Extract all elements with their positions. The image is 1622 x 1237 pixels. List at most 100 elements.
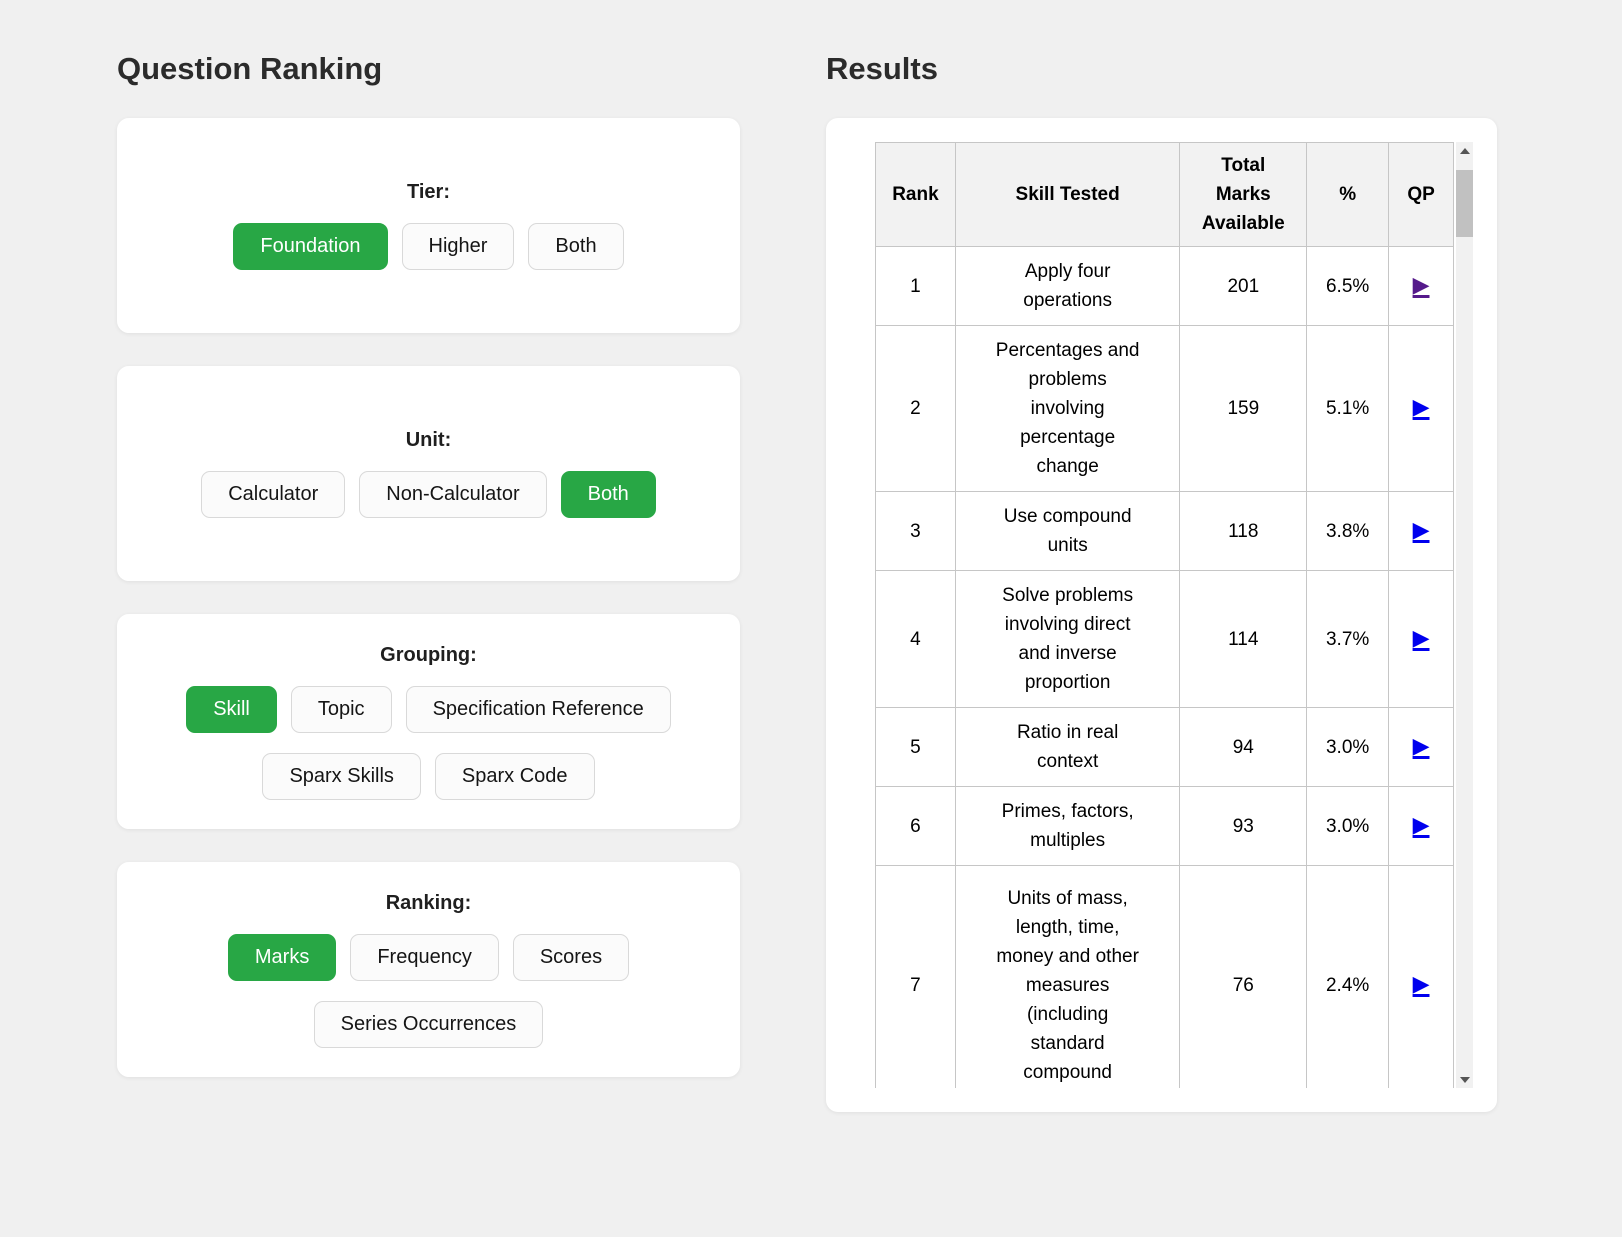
table-row: 2 Percentages and problems involving per… — [875, 325, 1454, 492]
page: Question Ranking Tier: Foundation Higher… — [117, 53, 1497, 1112]
ranking-series-occurrences-button[interactable]: Series Occurrences — [313, 1000, 544, 1048]
grouping-label: Grouping: — [380, 643, 477, 666]
ranking-scores-button[interactable]: Scores — [512, 933, 630, 981]
question-paper-link-icon[interactable]: ▶ — [1412, 516, 1430, 542]
rank-cell: 2 — [875, 325, 956, 492]
skill-cell: Apply four operations — [954, 246, 1181, 326]
qp-cell: ▶ — [1388, 865, 1454, 1088]
ranking-label: Ranking: — [385, 891, 472, 914]
question-ranking-panel: Question Ranking Tier: Foundation Higher… — [117, 53, 740, 1112]
ranking-button-row-1: Marks Frequency Scores — [227, 933, 630, 981]
ranking-button-rows: Marks Frequency Scores Series Occurrence… — [227, 933, 630, 1048]
grouping-skill-button[interactable]: Skill — [186, 685, 277, 733]
tier-label: Tier: — [407, 181, 450, 203]
question-paper-link-icon[interactable]: ▶ — [1412, 624, 1430, 650]
unit-both-button[interactable]: Both — [560, 471, 656, 518]
question-paper-link-icon[interactable]: ▶ — [1412, 394, 1430, 419]
qp-cell: ▶ — [1388, 325, 1454, 492]
grouping-specification-reference-button[interactable]: Specification Reference — [405, 685, 671, 733]
table-row: 6 Primes, factors, multiples 93 3.0% ▶ — [875, 786, 1454, 866]
results-title: Results — [826, 51, 938, 86]
question-ranking-title: Question Ranking — [117, 51, 383, 86]
rank-column-header: Rank — [875, 142, 956, 247]
grouping-topic-button[interactable]: Topic — [290, 685, 392, 733]
unit-calculator-button[interactable]: Calculator — [201, 471, 346, 518]
skill-cell: Ratio in real context — [954, 707, 1181, 787]
rank-cell: 4 — [875, 570, 956, 708]
rank-cell: 3 — [875, 491, 956, 571]
unit-non-calculator-button[interactable]: Non-Calculator — [359, 471, 547, 518]
grouping-button-row-1: Skill Topic Specification Reference — [186, 685, 671, 733]
qp-cell: ▶ — [1388, 707, 1454, 787]
qp-cell: ▶ — [1388, 491, 1454, 571]
skill-cell: Primes, factors, multiples — [954, 786, 1181, 866]
grouping-button-row-2: Sparx Skills Sparx Code — [262, 752, 595, 800]
rank-cell: 1 — [875, 246, 956, 326]
question-paper-link-icon[interactable]: ▶ — [1412, 271, 1430, 297]
marks-cell: 118 — [1179, 491, 1308, 571]
percent-cell: 3.8% — [1306, 491, 1390, 571]
rank-cell: 7 — [875, 865, 956, 1088]
marks-cell: 159 — [1179, 325, 1308, 492]
tier-both-button[interactable]: Both — [528, 223, 624, 270]
grouping-button-rows: Skill Topic Specification Reference Spar… — [186, 685, 671, 800]
table-row: 7 Units of mass, length, time, money and… — [875, 865, 1454, 1088]
table-row: 1 Apply four operations 201 6.5% ▶ — [875, 246, 1454, 326]
table-row: 5 Ratio in real context 94 3.0% ▶ — [875, 707, 1454, 787]
marks-cell: 94 — [1179, 707, 1308, 787]
percent-cell: 2.4% — [1306, 865, 1390, 1088]
percent-cell: 3.0% — [1306, 707, 1390, 787]
skill-cell: Percentages and problems involving perce… — [954, 325, 1181, 492]
scroll-up-icon — [1459, 147, 1470, 154]
table-row: 4 Solve problems involving direct and in… — [875, 570, 1454, 708]
ranking-marks-button[interactable]: Marks — [227, 933, 337, 981]
tier-foundation-button[interactable]: Foundation — [233, 223, 388, 270]
tier-higher-button[interactable]: Higher — [401, 223, 515, 270]
qp-cell: ▶ — [1388, 570, 1454, 708]
marks-cell: 93 — [1179, 786, 1308, 866]
results-card: Rank Skill Tested Total Marks Available … — [826, 118, 1497, 1112]
scroll-down-button[interactable] — [1456, 1071, 1473, 1088]
skill-cell: Solve problems involving direct and inve… — [954, 570, 1181, 708]
skill-cell: Use compound units — [954, 491, 1181, 571]
percent-cell: 6.5% — [1306, 246, 1390, 326]
percent-cell: 3.0% — [1306, 786, 1390, 866]
ranking-card: Ranking: Marks Frequency Scores Series O… — [117, 862, 740, 1077]
qp-cell: ▶ — [1388, 786, 1454, 866]
grouping-sparx-skills-button[interactable]: Sparx Skills — [262, 752, 421, 800]
ranking-button-row-2: Series Occurrences — [313, 1000, 544, 1048]
unit-button-rows: Calculator Non-Calculator Both — [201, 471, 656, 518]
unit-card: Unit: Calculator Non-Calculator Both — [117, 366, 740, 581]
marks-cell: 76 — [1179, 865, 1308, 1088]
table-scrollbar[interactable] — [1456, 142, 1473, 1088]
total-marks-available-column-header: Total Marks Available — [1179, 142, 1308, 247]
percent-cell: 5.1% — [1306, 325, 1390, 492]
grouping-sparx-code-button[interactable]: Sparx Code — [434, 752, 595, 800]
table-row: 3 Use compound units 118 3.8% ▶ — [875, 491, 1454, 571]
question-paper-link-icon[interactable]: ▶ — [1412, 971, 1430, 996]
tier-card: Tier: Foundation Higher Both — [117, 118, 740, 333]
grouping-card: Grouping: Skill Topic Specification Refe… — [117, 614, 740, 829]
question-paper-link-icon[interactable]: ▶ — [1412, 811, 1430, 837]
tier-button-rows: Foundation Higher Both — [233, 223, 624, 270]
ranking-frequency-button[interactable]: Frequency — [350, 933, 499, 981]
unit-label: Unit: — [405, 429, 452, 451]
scroll-up-button[interactable] — [1456, 142, 1473, 159]
results-scroll-area: Rank Skill Tested Total Marks Available … — [850, 142, 1473, 1088]
percent-cell: 3.7% — [1306, 570, 1390, 708]
percent-column-header: % — [1306, 142, 1390, 247]
results-panel: Results Rank Skill Tested — [826, 53, 1497, 1112]
table-header-row: Rank Skill Tested Total Marks Available … — [875, 142, 1454, 247]
results-table: Rank Skill Tested Total Marks Available … — [875, 142, 1454, 1088]
tier-button-row: Foundation Higher Both — [233, 223, 624, 270]
unit-button-row: Calculator Non-Calculator Both — [201, 471, 656, 518]
rank-cell: 6 — [875, 786, 956, 866]
rank-cell: 5 — [875, 707, 956, 787]
marks-cell: 201 — [1179, 246, 1308, 326]
scroll-down-icon — [1459, 1076, 1470, 1083]
marks-cell: 114 — [1179, 570, 1308, 708]
skill-tested-column-header: Skill Tested — [954, 142, 1181, 247]
question-paper-link-icon[interactable]: ▶ — [1412, 732, 1430, 758]
scrollbar-thumb[interactable] — [1456, 170, 1473, 237]
qp-column-header: QP — [1388, 142, 1454, 247]
